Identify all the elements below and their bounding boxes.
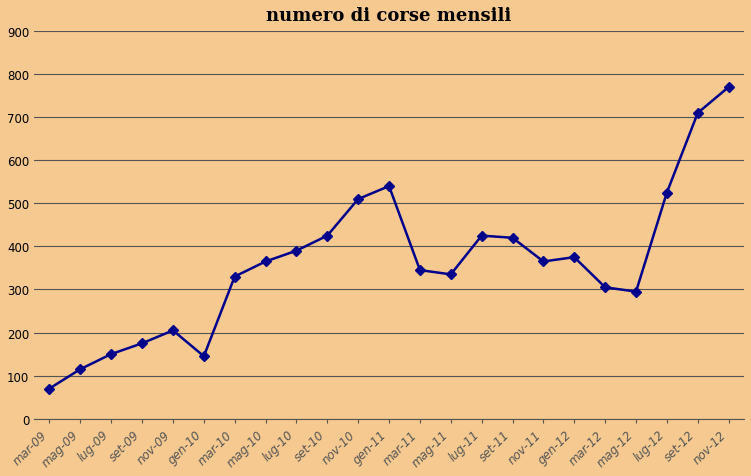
Title: numero di corse mensili: numero di corse mensili: [267, 7, 511, 25]
